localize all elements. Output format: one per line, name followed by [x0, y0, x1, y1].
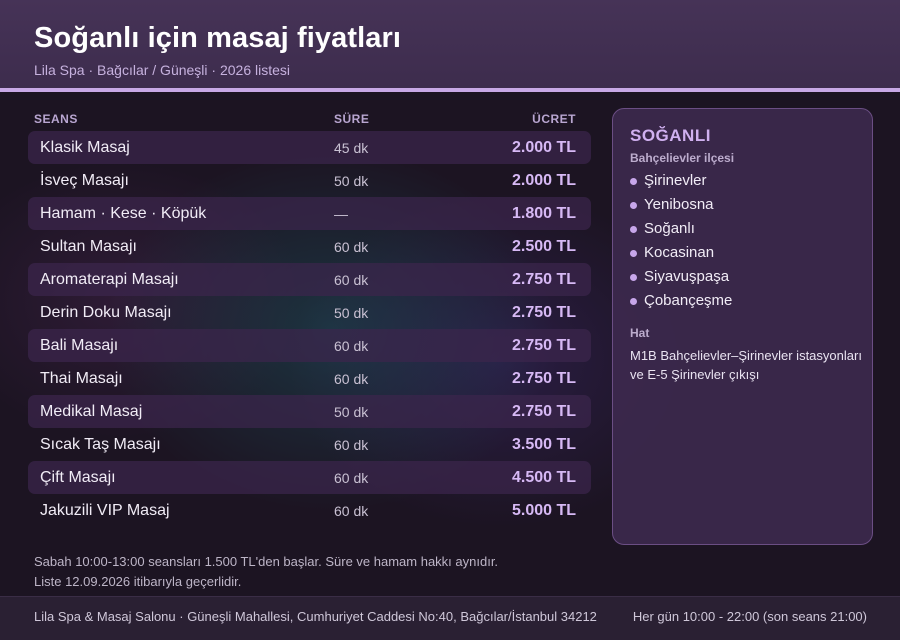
session-duration: 60 dk	[334, 470, 369, 486]
session-price: 3.500 TL	[511, 436, 576, 453]
session-price: 2.750 TL	[511, 403, 576, 420]
session-duration: 60 dk	[334, 503, 369, 519]
session-name: Aromaterapi Masajı	[40, 271, 179, 288]
neighborhood-label: Yenibosna	[644, 196, 714, 213]
page-title: Soğanlı için masaj fiyatları	[34, 22, 402, 54]
session-duration: —	[334, 206, 348, 222]
table-row: Sultan Masajı 60 dk 2.500 TL	[28, 230, 591, 263]
session-price: 2.000 TL	[511, 139, 576, 156]
session-duration: 50 dk	[334, 404, 369, 420]
note-line: Sabah 10:00-13:00 seansları 1.500 TL'den…	[34, 554, 499, 569]
session-name: İsveç Masajı	[40, 172, 129, 189]
table-row: Medikal Masaj 50 dk 2.750 TL	[28, 395, 591, 428]
table-row: İsveç Masajı 50 dk 2.000 TL	[28, 164, 591, 197]
table-row: Çift Masajı 60 dk 4.500 TL	[28, 461, 591, 494]
session-name: Medikal Masaj	[40, 403, 143, 420]
table-row: Sıcak Taş Masajı 60 dk 3.500 TL	[28, 428, 591, 461]
session-duration: 60 dk	[334, 437, 369, 453]
session-price: 2.000 TL	[511, 172, 576, 189]
session-name: Sıcak Taş Masajı	[40, 436, 161, 453]
session-name: Sultan Masajı	[40, 238, 137, 255]
table-row: Derin Doku Masajı 50 dk 2.750 TL	[28, 296, 591, 329]
price-table: Klasik Masaj 45 dk 2.000 TL İsveç Masajı…	[28, 131, 591, 527]
neighborhood-label: Siyavuşpaşa	[644, 268, 730, 285]
table-row: Klasik Masaj 45 dk 2.000 TL	[28, 131, 591, 164]
table-row: Aromaterapi Masajı 60 dk 2.750 TL	[28, 263, 591, 296]
page-header: Soğanlı için masaj fiyatları Lila Spa · …	[0, 0, 900, 92]
session-price: 5.000 TL	[511, 502, 576, 519]
session-duration: 60 dk	[334, 338, 369, 354]
footer-hours: Her gün 10:00 - 22:00 (son seans 21:00)	[632, 609, 867, 624]
column-header-duration: SÜRE	[334, 112, 370, 126]
bullet-icon	[630, 250, 637, 257]
session-duration: 45 dk	[334, 140, 369, 156]
column-header-session: SEANS	[34, 112, 78, 126]
session-price: 2.750 TL	[511, 271, 576, 288]
table-row: Jakuzili VIP Masaj 60 dk 5.000 TL	[28, 494, 591, 527]
footer-address: Lila Spa & Masaj Salonu · Güneşli Mahall…	[34, 609, 597, 624]
district-title: SOĞANLI	[630, 126, 711, 145]
session-name: Klasik Masaj	[40, 139, 130, 156]
table-row: Thai Masajı 60 dk 2.750 TL	[28, 362, 591, 395]
session-name: Hamam · Kese · Köpük	[40, 205, 207, 222]
neighborhood-label: Şirinevler	[644, 172, 707, 189]
bullet-icon	[630, 298, 637, 305]
session-duration: 60 dk	[334, 239, 369, 255]
session-name: Thai Masajı	[40, 370, 123, 387]
session-price: 4.500 TL	[511, 469, 576, 486]
price-note: Sabah 10:00-13:00 seansları 1.500 TL'den…	[34, 552, 498, 592]
table-row: Hamam · Kese · Köpük — 1.800 TL	[28, 197, 591, 230]
bullet-icon	[630, 274, 637, 281]
district-info-panel: SOĞANLI Bahçelievler ilçesi Şirinevler Y…	[612, 108, 873, 545]
bullet-icon	[630, 226, 637, 233]
session-duration: 60 dk	[334, 371, 369, 387]
session-name: Çift Masajı	[40, 469, 116, 486]
transit-line-text: M1B Bahçelievler–Şirinevler istasyonları…	[630, 348, 862, 382]
session-price: 2.500 TL	[511, 238, 576, 255]
session-price: 2.750 TL	[511, 370, 576, 387]
table-row: Bali Masajı 60 dk 2.750 TL	[28, 329, 591, 362]
session-duration: 60 dk	[334, 272, 369, 288]
bullet-icon	[630, 178, 637, 185]
session-price: 1.800 TL	[511, 205, 576, 222]
session-name: Derin Doku Masajı	[40, 304, 172, 321]
neighborhood-label: Çobançeşme	[644, 292, 733, 309]
page-footer: Lila Spa & Masaj Salonu · Güneşli Mahall…	[0, 596, 900, 640]
session-duration: 50 dk	[334, 305, 369, 321]
neighborhood-label: Kocasinan	[644, 244, 715, 261]
session-duration: 50 dk	[334, 173, 369, 189]
page-subtitle: Lila Spa · Bağcılar / Güneşli · 2026 lis…	[34, 62, 291, 78]
session-price: 2.750 TL	[511, 337, 576, 354]
session-price: 2.750 TL	[511, 304, 576, 321]
transit-line-heading: Hat	[630, 326, 650, 340]
district-subtitle: Bahçelievler ilçesi	[630, 151, 735, 165]
bullet-icon	[630, 202, 637, 209]
note-line: Liste 12.09.2026 itibarıyla geçerlidir.	[34, 574, 242, 589]
neighborhood-label: Soğanlı	[644, 220, 695, 237]
column-header-price: ÜCRET	[532, 112, 576, 126]
session-name: Bali Masajı	[40, 337, 119, 354]
session-name: Jakuzili VIP Masaj	[40, 502, 170, 519]
